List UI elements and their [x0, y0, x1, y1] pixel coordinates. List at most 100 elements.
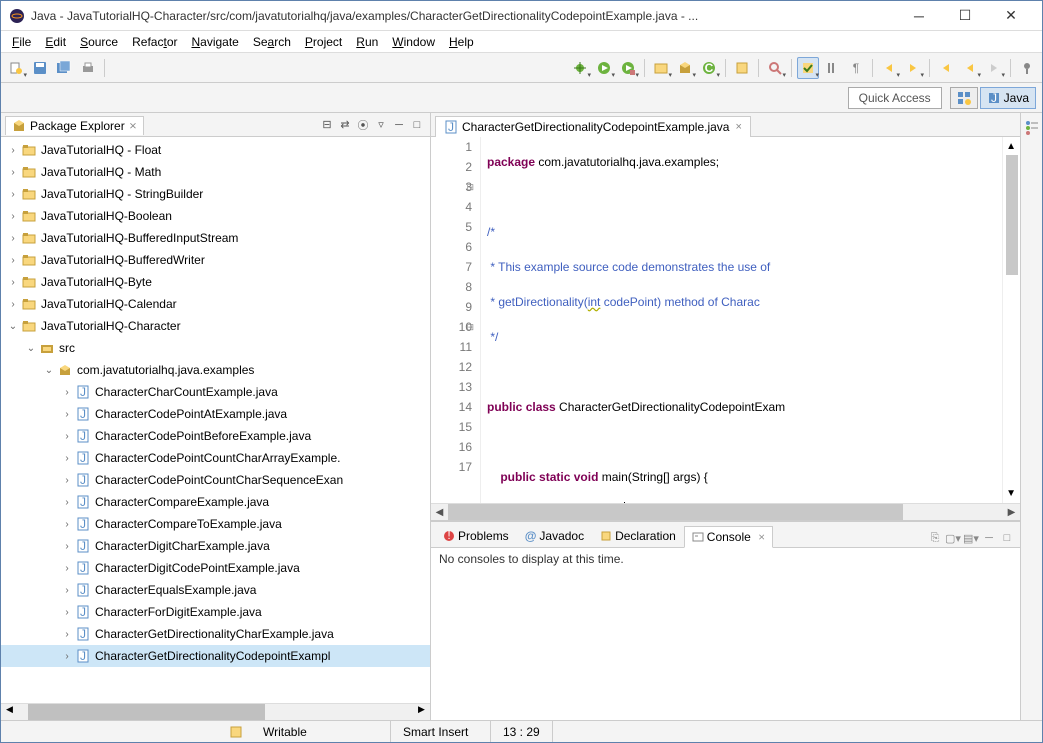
- java-file-row[interactable]: ›JCharacterCodePointAtExample.java: [1, 403, 430, 425]
- expander-icon[interactable]: ›: [5, 277, 21, 288]
- java-file-row[interactable]: ›JCharacterEqualsExample.java: [1, 579, 430, 601]
- print-button[interactable]: [77, 57, 99, 79]
- toggle-mark-button[interactable]: [797, 57, 819, 79]
- new-package-button[interactable]: [674, 57, 696, 79]
- forward-button[interactable]: [983, 57, 1005, 79]
- java-file-row[interactable]: ›JCharacterCodePointCountCharSequenceExa…: [1, 469, 430, 491]
- minimize-button[interactable]: ─: [896, 1, 942, 31]
- project-closed[interactable]: ›JavaTutorialHQ - Math: [1, 161, 430, 183]
- editor-h-scrollbar[interactable]: ◀ ▶: [431, 503, 1020, 520]
- new-button[interactable]: [5, 57, 27, 79]
- expander-icon[interactable]: ›: [59, 563, 75, 574]
- java-perspective-button[interactable]: JJava: [980, 87, 1036, 109]
- console-display-button[interactable]: ▢▾: [944, 529, 962, 547]
- coverage-button[interactable]: [617, 57, 639, 79]
- overview-ruler[interactable]: ▲ ▼: [1002, 137, 1020, 503]
- expander-icon[interactable]: ›: [5, 299, 21, 310]
- last-edit-button[interactable]: [935, 57, 957, 79]
- outline-view-icon[interactable]: [1024, 119, 1040, 135]
- maximize-button[interactable]: ☐: [942, 1, 988, 31]
- tab-declaration[interactable]: Declaration: [592, 525, 684, 547]
- maximize-view-button[interactable]: □: [408, 116, 426, 134]
- expander-icon[interactable]: ›: [59, 431, 75, 442]
- menu-run[interactable]: Run: [350, 33, 384, 51]
- expander-icon[interactable]: ›: [59, 409, 75, 420]
- code-editor[interactable]: 1234567891011121314151617 package com.ja…: [431, 137, 1020, 503]
- run-button[interactable]: [593, 57, 615, 79]
- package-explorer-tree[interactable]: ›JavaTutorialHQ - Float›JavaTutorialHQ -…: [1, 137, 430, 703]
- expander-icon[interactable]: ›: [59, 475, 75, 486]
- view-menu-button[interactable]: ▿: [372, 116, 390, 134]
- menu-project[interactable]: Project: [299, 33, 348, 51]
- java-file-row[interactable]: ›JCharacterDigitCharExample.java: [1, 535, 430, 557]
- project-closed[interactable]: ›JavaTutorialHQ-Byte: [1, 271, 430, 293]
- expander-icon[interactable]: ›: [5, 233, 21, 244]
- expander-icon[interactable]: ›: [59, 651, 75, 662]
- tab-problems[interactable]: !Problems: [435, 525, 517, 547]
- java-file-row[interactable]: ›JCharacterGetDirectionalityCodepointExa…: [1, 645, 430, 667]
- menu-navigate[interactable]: Navigate: [185, 33, 244, 51]
- java-file-row[interactable]: ›JCharacterCodePointCountCharArrayExampl…: [1, 447, 430, 469]
- project-closed[interactable]: ›JavaTutorialHQ-BufferedWriter: [1, 249, 430, 271]
- expander-icon[interactable]: ›: [5, 167, 21, 178]
- expander-icon[interactable]: ›: [59, 585, 75, 596]
- expander-icon[interactable]: ⌄: [5, 321, 21, 332]
- expander-icon[interactable]: ›: [5, 189, 21, 200]
- new-java-project-button[interactable]: [650, 57, 672, 79]
- project-closed[interactable]: ›JavaTutorialHQ-Calendar: [1, 293, 430, 315]
- annotation-prev-button[interactable]: [878, 57, 900, 79]
- save-button[interactable]: [29, 57, 51, 79]
- expander-icon[interactable]: ›: [59, 387, 75, 398]
- focus-task-button[interactable]: ⦿: [354, 116, 372, 134]
- console-pin-button[interactable]: ⎘: [926, 529, 944, 547]
- close-tab-icon[interactable]: ×: [735, 121, 741, 133]
- annotation-next-button[interactable]: [902, 57, 924, 79]
- menu-source[interactable]: Source: [74, 33, 124, 51]
- project-closed[interactable]: ›JavaTutorialHQ - StringBuilder: [1, 183, 430, 205]
- expander-icon[interactable]: ›: [59, 519, 75, 530]
- minimize-view-button[interactable]: ─: [390, 116, 408, 134]
- java-file-row[interactable]: ›JCharacterCharCountExample.java: [1, 381, 430, 403]
- h-scrollbar[interactable]: ◀ ▶: [1, 703, 430, 720]
- code-content[interactable]: package com.javatutorialhq.java.examples…: [481, 137, 1002, 503]
- menu-file[interactable]: File: [6, 33, 37, 51]
- open-perspective-button[interactable]: [950, 87, 978, 109]
- menu-help[interactable]: Help: [443, 33, 480, 51]
- console-open-button[interactable]: ▤▾: [962, 529, 980, 547]
- menu-search[interactable]: Search: [247, 33, 297, 51]
- maximize-bottom-button[interactable]: □: [998, 529, 1016, 547]
- src-folder[interactable]: ⌄ src: [1, 337, 430, 359]
- expander-icon[interactable]: ⌄: [41, 365, 57, 376]
- project-open[interactable]: ⌄ JavaTutorialHQ-Character: [1, 315, 430, 337]
- package-explorer-tab[interactable]: Package Explorer ⨯: [5, 116, 144, 135]
- expander-icon[interactable]: ›: [59, 607, 75, 618]
- expander-icon[interactable]: ›: [59, 629, 75, 640]
- java-file-row[interactable]: ›JCharacterForDigitExample.java: [1, 601, 430, 623]
- expander-icon[interactable]: ›: [5, 255, 21, 266]
- project-closed[interactable]: ›JavaTutorialHQ-Boolean: [1, 205, 430, 227]
- package-row[interactable]: ⌄ com.javatutorialhq.java.examples: [1, 359, 430, 381]
- minimize-bottom-button[interactable]: ─: [980, 529, 998, 547]
- java-file-row[interactable]: ›JCharacterCompareExample.java: [1, 491, 430, 513]
- expander-icon[interactable]: ›: [5, 145, 21, 156]
- collapse-all-button[interactable]: ⊟: [318, 116, 336, 134]
- expander-icon[interactable]: ›: [59, 453, 75, 464]
- java-file-row[interactable]: ›JCharacterCodePointBeforeExample.java: [1, 425, 430, 447]
- project-closed[interactable]: ›JavaTutorialHQ-BufferedInputStream: [1, 227, 430, 249]
- show-whitespace-button[interactable]: ¶: [845, 57, 867, 79]
- new-class-button[interactable]: C: [698, 57, 720, 79]
- back-button[interactable]: [959, 57, 981, 79]
- debug-button[interactable]: [569, 57, 591, 79]
- tab-javadoc[interactable]: @Javadoc: [517, 525, 592, 547]
- expander-icon[interactable]: ›: [59, 541, 75, 552]
- java-file-row[interactable]: ›JCharacterCompareToExample.java: [1, 513, 430, 535]
- tab-console[interactable]: Console⨯: [684, 526, 774, 548]
- menu-refactor[interactable]: Refactor: [126, 33, 183, 51]
- save-all-button[interactable]: [53, 57, 75, 79]
- link-editor-button[interactable]: ⇄: [336, 116, 354, 134]
- expander-icon[interactable]: ⌄: [23, 343, 39, 354]
- close-button[interactable]: ✕: [988, 1, 1034, 31]
- expander-icon[interactable]: ›: [5, 211, 21, 222]
- open-type-button[interactable]: [731, 57, 753, 79]
- editor-tab[interactable]: J CharacterGetDirectionalityCodepointExa…: [435, 116, 751, 137]
